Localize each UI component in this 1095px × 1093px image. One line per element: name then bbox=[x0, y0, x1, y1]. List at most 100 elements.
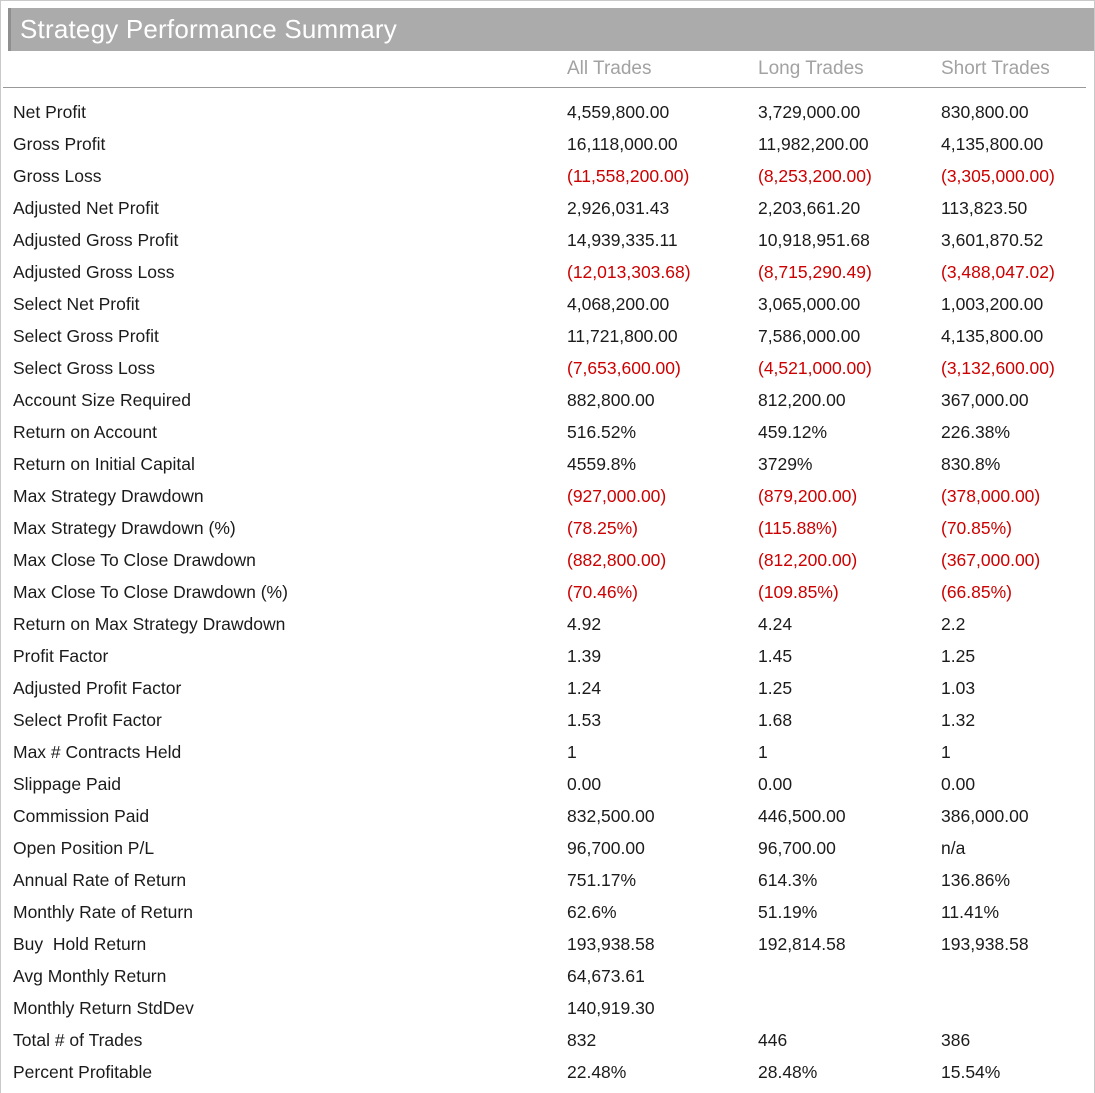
metric-label: Return on Initial Capital bbox=[13, 453, 195, 474]
table-row: Profit Factor 1.39 1.45 1.25 bbox=[1, 640, 1094, 672]
metric-label: Return on Max Strategy Drawdown bbox=[13, 613, 286, 634]
metric-value-short-trades: 113,823.50 bbox=[941, 197, 1028, 218]
metric-value-long-trades: (812,200.00) bbox=[758, 549, 858, 570]
metric-label: Max # Contracts Held bbox=[13, 741, 182, 762]
metric-value-long-trades: (879,200.00) bbox=[758, 485, 858, 506]
metric-value-short-trades: 1.25 bbox=[941, 645, 976, 666]
metric-value-short-trades: 830,800.00 bbox=[941, 101, 1029, 122]
metric-label: Select Net Profit bbox=[13, 293, 140, 314]
metric-value-long-trades: 28.48% bbox=[758, 1061, 818, 1082]
metric-value-long-trades: 1.68 bbox=[758, 709, 793, 730]
metric-value-long-trades: (8,715,290.49) bbox=[758, 261, 872, 282]
metric-value-long-trades: 1.25 bbox=[758, 677, 793, 698]
metric-value-long-trades: 192,814.58 bbox=[758, 933, 846, 954]
metric-value-long-trades: 1 bbox=[758, 741, 768, 762]
metric-label: Buy Hold Return bbox=[13, 933, 147, 954]
report-title-bar: Strategy Performance Summary bbox=[8, 8, 1094, 51]
metric-label: Max Close To Close Drawdown bbox=[13, 549, 256, 570]
metric-value-long-trades: 4.24 bbox=[758, 613, 793, 634]
metric-value-short-trades: 1,003,200.00 bbox=[941, 293, 1044, 314]
metric-value-short-trades: (3,305,000.00) bbox=[941, 165, 1055, 186]
table-row: Account Size Required 882,800.00 812,200.0… bbox=[1, 384, 1094, 416]
table-row: Commission Paid 832,500.00 446,500.00 386,0… bbox=[1, 800, 1094, 832]
metric-value-all-trades: 1.53 bbox=[567, 709, 602, 730]
metric-value-long-trades: 446 bbox=[758, 1029, 788, 1050]
metric-label: Profit Factor bbox=[13, 645, 109, 666]
metric-value-long-trades: (4,521,000.00) bbox=[758, 357, 872, 378]
metric-label: Annual Rate of Return bbox=[13, 869, 187, 890]
metric-label: Slippage Paid bbox=[13, 773, 121, 794]
metric-value-long-trades: 11,982,200.00 bbox=[758, 133, 869, 154]
table-row: Net Profit 4,559,800.00 3,729,000.00 830,80… bbox=[1, 96, 1094, 128]
metric-label: Max Strategy Drawdown bbox=[13, 485, 204, 506]
metric-value-short-trades: (367,000.00) bbox=[941, 549, 1041, 570]
metric-label: Avg Monthly Return bbox=[13, 965, 167, 986]
metric-label: Select Gross Profit bbox=[13, 325, 159, 346]
table-row: Gross Profit 16,118,000.00 11,982,200.00 4,… bbox=[1, 128, 1094, 160]
table-row: Max Strategy Drawdown (927,000.00) (879,20… bbox=[1, 480, 1094, 512]
metric-value-short-trades: 367,000.00 bbox=[941, 389, 1029, 410]
table-row: Select Gross Loss (7,653,600.00) (4,521,00… bbox=[1, 352, 1094, 384]
table-row: Buy Hold Return 193,938.58 192,814.58 193,9… bbox=[1, 928, 1094, 960]
metric-value-long-trades: 812,200.00 bbox=[758, 389, 846, 410]
metric-value-short-trades: 136.86% bbox=[941, 869, 1011, 890]
metric-value-all-trades: 62.6% bbox=[567, 901, 617, 922]
metric-value-all-trades: 14,939,335.11 bbox=[567, 229, 678, 250]
metric-value-all-trades: (70.46%) bbox=[567, 581, 639, 602]
table-row: Max # Contracts Held 1 1 1 bbox=[1, 736, 1094, 768]
metric-value-long-trades: (8,253,200.00) bbox=[758, 165, 872, 186]
metric-value-long-trades: 7,586,000.00 bbox=[758, 325, 861, 346]
table-row: Adjusted Gross Profit 14,939,335.11 10,918… bbox=[1, 224, 1094, 256]
table-row: Return on Initial Capital 4559.8% 3729% 830… bbox=[1, 448, 1094, 480]
metric-label: Total # of Trades bbox=[13, 1029, 143, 1050]
table-row: Annual Rate of Return 751.17% 614.3% 136.86… bbox=[1, 864, 1094, 896]
metric-value-all-trades: (882,800.00) bbox=[567, 549, 667, 570]
metric-value-short-trades: 386,000.00 bbox=[941, 805, 1029, 826]
table-row: Percent Profitable 22.48% 28.48% 15.54% bbox=[1, 1056, 1094, 1088]
metric-label: Gross Profit bbox=[13, 133, 106, 154]
metric-value-short-trades: (3,132,600.00) bbox=[941, 357, 1055, 378]
metric-value-all-trades: 1.24 bbox=[567, 677, 602, 698]
metric-value-long-trades: (109.85%) bbox=[758, 581, 839, 602]
metric-value-all-trades: 2,926,031.43 bbox=[567, 197, 670, 218]
metric-label: Monthly Rate of Return bbox=[13, 901, 193, 922]
table-row: Max Close To Close Drawdown (%) (70.46%) (… bbox=[1, 576, 1094, 608]
metric-value-all-trades: 4.92 bbox=[567, 613, 602, 634]
metric-value-all-trades: 140,919.30 bbox=[567, 997, 655, 1018]
metric-value-long-trades: 10,918,951.68 bbox=[758, 229, 870, 250]
metric-value-short-trades: 11.41% bbox=[941, 901, 1000, 922]
metric-value-all-trades: 516.52% bbox=[567, 421, 637, 442]
metric-label: Monthly Return StdDev bbox=[13, 997, 194, 1018]
metric-value-short-trades: (70.85%) bbox=[941, 517, 1013, 538]
table-row: Max Close To Close Drawdown (882,800.00) (… bbox=[1, 544, 1094, 576]
metric-value-all-trades: 882,800.00 bbox=[567, 389, 655, 410]
metric-label: Max Close To Close Drawdown (%) bbox=[13, 581, 288, 602]
table-row: Select Profit Factor 1.53 1.68 1.32 bbox=[1, 704, 1094, 736]
metric-value-all-trades: (7,653,600.00) bbox=[567, 357, 681, 378]
metric-value-long-trades: 3,065,000.00 bbox=[758, 293, 861, 314]
table-row: Return on Account 516.52% 459.12% 226.38% bbox=[1, 416, 1094, 448]
table-row: Adjusted Net Profit 2,926,031.43 2,203,661… bbox=[1, 192, 1094, 224]
table-row: Total # of Trades 832 446 386 bbox=[1, 1024, 1094, 1056]
metric-value-all-trades: 4,068,200.00 bbox=[567, 293, 670, 314]
metric-value-short-trades: 1 bbox=[941, 741, 951, 762]
metric-value-all-trades: (78.25%) bbox=[567, 517, 639, 538]
metric-value-long-trades: 0.00 bbox=[758, 773, 793, 794]
metric-value-all-trades: 11,721,800.00 bbox=[567, 325, 678, 346]
table-row: Select Net Profit 4,068,200.00 3,065,000.0… bbox=[1, 288, 1094, 320]
performance-table-body: Net Profit 4,559,800.00 3,729,000.00 830,80… bbox=[1, 88, 1094, 1088]
metric-value-all-trades: (11,558,200.00) bbox=[567, 165, 690, 186]
metric-value-short-trades: n/a bbox=[941, 837, 966, 858]
metric-label: Commission Paid bbox=[13, 805, 150, 826]
metric-value-short-trades: 1.32 bbox=[941, 709, 976, 730]
table-row: Open Position P/L 96,700.00 96,700.00 n/a bbox=[1, 832, 1094, 864]
metric-label: Adjusted Profit Factor bbox=[13, 677, 182, 698]
metric-label: Open Position P/L bbox=[13, 837, 155, 858]
metric-label: Select Gross Loss bbox=[13, 357, 155, 378]
metric-value-long-trades: 3,729,000.00 bbox=[758, 101, 861, 122]
metric-label: Max Strategy Drawdown (%) bbox=[13, 517, 236, 538]
column-header-all-trades: All Trades bbox=[567, 58, 652, 79]
metric-label: Percent Profitable bbox=[13, 1061, 153, 1082]
metric-value-all-trades: (12,013,303.68) bbox=[567, 261, 691, 282]
metric-value-long-trades: 1.45 bbox=[758, 645, 793, 666]
